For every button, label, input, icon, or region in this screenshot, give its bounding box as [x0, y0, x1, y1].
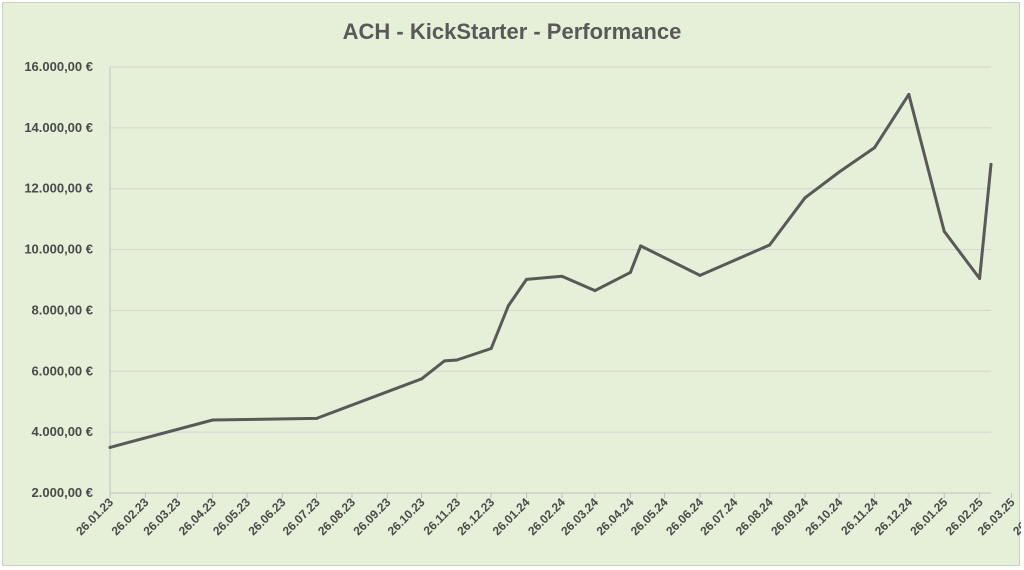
y-tick-label: 2.000,00 €	[32, 485, 93, 500]
data-point	[506, 304, 510, 308]
y-tick-label: 6.000,00 €	[32, 363, 93, 378]
data-point	[803, 196, 807, 200]
x-tick-label: 26.01.25	[907, 495, 950, 538]
x-tick-label: 26.12.24	[872, 495, 915, 538]
x-tick-label: 26.01.23	[73, 495, 116, 538]
data-point	[455, 358, 459, 362]
data-point	[211, 418, 215, 422]
data-point	[873, 146, 877, 150]
x-tick-label: 26.08.23	[315, 495, 358, 538]
data-point	[639, 244, 643, 248]
series-line	[108, 92, 993, 449]
x-tick-label: 26.10.24	[802, 495, 845, 538]
data-point	[942, 229, 946, 233]
x-tick-label: 26.01.24	[490, 495, 533, 538]
series-performance	[108, 92, 993, 449]
data-point	[978, 276, 982, 280]
data-point	[907, 92, 911, 96]
x-tick-label: 26.05.23	[210, 495, 253, 538]
data-point	[442, 359, 446, 363]
y-tick-label: 4.000,00 €	[32, 424, 93, 439]
chart-title: ACH - KickStarter - Performance	[343, 19, 682, 44]
x-tick-label: 26.05.24	[628, 495, 671, 538]
data-point	[698, 273, 702, 277]
gridlines	[110, 66, 991, 433]
data-point	[768, 243, 772, 247]
y-axis-tick-labels: 2.000,00 € 4.000,00 € 6.000,00 € 8.000,00 €…	[24, 59, 93, 500]
data-point	[525, 277, 529, 281]
performance-line-chart: ACH - KickStarter - Performance 2.000,00…	[24, 19, 1021, 538]
data-point	[593, 289, 597, 293]
axes	[109, 67, 1013, 498]
data-point	[989, 162, 993, 166]
x-tick-label: 26.03.24	[558, 495, 601, 538]
y-tick-label: 8.000,00 €	[32, 302, 93, 317]
x-tick-label: 26.10.23	[385, 495, 428, 538]
y-tick-label: 16.000,00 €	[24, 59, 93, 74]
data-point	[628, 270, 632, 274]
x-axis-tick-labels: 26.01.2326.02.2326.03.2326.04.2326.05.23…	[73, 495, 1021, 538]
data-point	[315, 416, 319, 420]
data-point	[560, 274, 564, 278]
x-tick-label: 26.07.23	[280, 495, 323, 538]
y-tick-label: 14.000,00 €	[24, 120, 93, 135]
y-tick-label: 10.000,00 €	[24, 242, 93, 257]
data-point	[489, 346, 493, 350]
x-tick-label: 26.07.24	[697, 495, 740, 538]
data-point	[108, 445, 112, 449]
y-tick-label: 12.000,00 €	[24, 181, 93, 196]
x-tick-label: 26.12.23	[454, 495, 497, 538]
data-point	[420, 377, 424, 381]
data-point	[837, 170, 841, 174]
x-tick-label: 26.08.24	[733, 495, 776, 538]
